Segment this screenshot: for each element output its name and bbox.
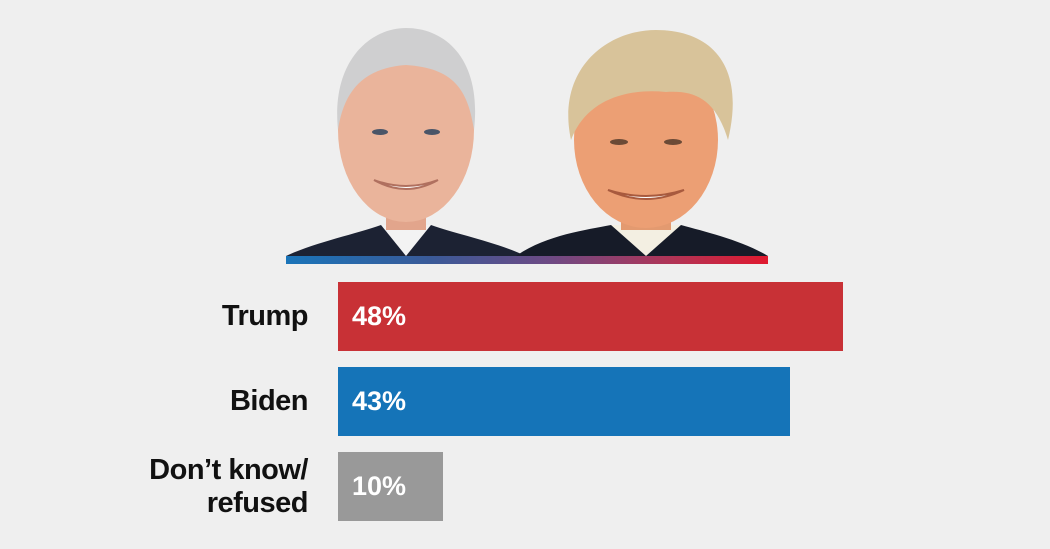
bar-trump: 48% <box>338 282 843 351</box>
bar-undecided: 10% <box>338 452 443 521</box>
bar-biden: 43% <box>338 367 790 436</box>
row-trump: Trump 48% <box>0 282 1050 351</box>
row-label-undecided: Don’t know/ refused <box>8 452 308 521</box>
candidate-portraits <box>286 20 768 256</box>
row-label-undecided-line1: Don’t know/ <box>149 453 308 486</box>
row-label-biden: Biden <box>229 385 309 417</box>
bar-value-biden: 43% <box>352 386 407 416</box>
bar-value-trump: 48% <box>352 301 407 331</box>
row-undecided: Don’t know/ refused 10% <box>0 452 1050 521</box>
row-label-trump: Trump <box>221 300 309 332</box>
row-biden: Biden 43% <box>0 367 1050 436</box>
bar-value-undecided: 10% <box>352 471 407 501</box>
row-label-undecided-line2: refused <box>206 486 309 519</box>
biden-portrait <box>286 20 526 256</box>
trump-portrait <box>516 20 768 256</box>
blue-red-gradient-divider <box>286 256 768 264</box>
